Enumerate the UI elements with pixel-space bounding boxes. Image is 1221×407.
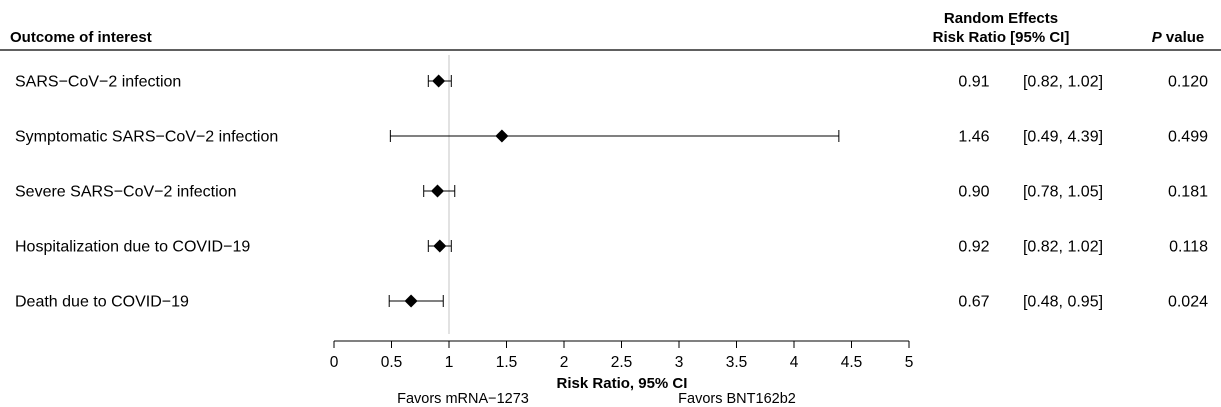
outcome-label: Hospitalization due to COVID−19	[15, 239, 250, 256]
favors-right-label: Favors BNT162b2	[678, 391, 796, 407]
point-estimate-diamond	[432, 74, 446, 88]
forest-row: Death due to COVID−19 0.67 [0.48, 0.95] 0.0…	[15, 294, 1208, 311]
risk-ratio-value: 0.90	[958, 184, 989, 201]
p-value: 0.181	[1168, 184, 1208, 201]
favors-left-label: Favors mRNA−1273	[397, 391, 529, 407]
p-value-header-rest: value	[1162, 29, 1205, 46]
ci-value: [0.78, 1.05]	[1023, 184, 1103, 201]
outcome-header: Outcome of interest	[10, 29, 152, 46]
x-tick-label: 2.5	[611, 354, 633, 371]
outcome-label: Symptomatic SARS−CoV−2 infection	[15, 129, 278, 146]
forest-rows: SARS−CoV−2 infection 0.91 [0.82, 1.02] 0.12…	[15, 55, 1208, 334]
x-tick-label: 3.5	[726, 354, 748, 371]
risk-ratio-value: 1.46	[958, 129, 989, 146]
risk-ratio-value: 0.91	[958, 74, 989, 91]
x-tick-label: 4.5	[841, 354, 863, 371]
effects-header-line1: Random Effects	[944, 10, 1058, 27]
ci-value: [0.82, 1.02]	[1023, 74, 1103, 91]
p-value-header: P value	[1152, 29, 1205, 46]
x-tick-label: 2	[560, 354, 569, 371]
point-estimate-diamond	[404, 294, 418, 308]
ci-value: [0.82, 1.02]	[1023, 239, 1103, 256]
p-value: 0.120	[1168, 74, 1208, 91]
p-value-header-italic: P	[1152, 29, 1163, 46]
x-axis: 0 0.5 1 1.5 2 2.5 3 3.5 4 4.5 5	[330, 340, 914, 371]
ci-value: [0.49, 4.39]	[1023, 129, 1103, 146]
forest-row: Severe SARS−CoV−2 infection 0.90 [0.78, 1.…	[15, 184, 1208, 201]
forest-row: SARS−CoV−2 infection 0.91 [0.82, 1.02] 0.12…	[15, 74, 1208, 91]
forest-row: Symptomatic SARS−CoV−2 infection 1.46 [0.4…	[15, 129, 1208, 146]
x-axis-label: Risk Ratio, 95% CI	[557, 375, 688, 392]
x-tick-label: 5	[905, 354, 914, 371]
outcome-label: SARS−CoV−2 infection	[15, 74, 181, 91]
effects-header-line2: Risk Ratio [95% CI]	[933, 29, 1070, 46]
p-value: 0.118	[1169, 239, 1208, 256]
point-estimate-diamond	[431, 184, 444, 198]
x-tick-label: 4	[790, 354, 799, 371]
risk-ratio-value: 0.92	[958, 239, 989, 256]
point-estimate-diamond	[495, 129, 509, 143]
p-value: 0.499	[1168, 129, 1208, 146]
risk-ratio-value: 0.67	[958, 294, 989, 311]
point-estimate-diamond	[433, 239, 447, 253]
p-value: 0.024	[1168, 294, 1208, 311]
forest-row: Hospitalization due to COVID−19 0.92 [0.82…	[15, 239, 1208, 256]
x-tick-label: 1.5	[496, 354, 518, 371]
outcome-label: Death due to COVID−19	[15, 294, 189, 311]
ci-value: [0.48, 0.95]	[1023, 294, 1103, 311]
x-tick-label: 1	[445, 354, 454, 371]
x-tick-label: 0.5	[381, 354, 403, 371]
x-tick-label: 0	[330, 354, 339, 371]
x-tick-label: 3	[675, 354, 684, 371]
outcome-label: Severe SARS−CoV−2 infection	[15, 184, 236, 201]
